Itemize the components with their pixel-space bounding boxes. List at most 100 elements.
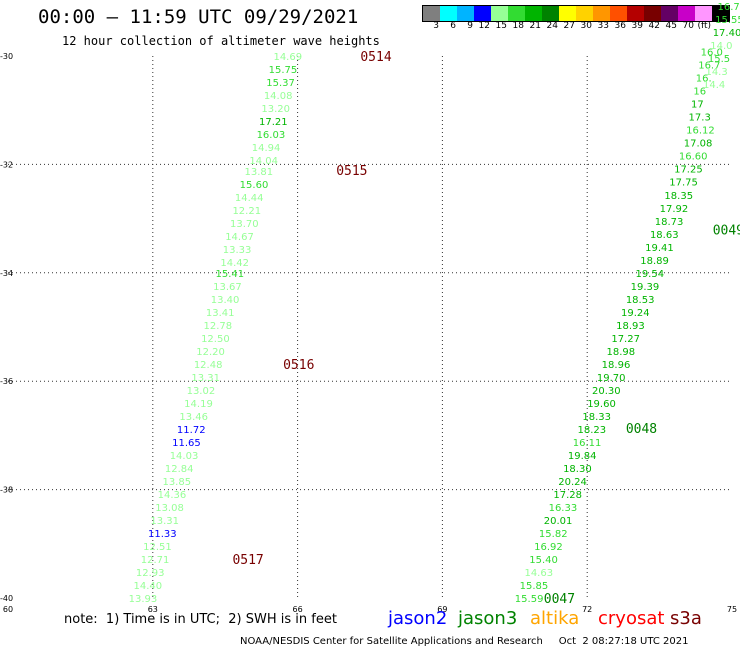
wave-height-value: 13.81 bbox=[245, 167, 274, 178]
wave-height-value: 13.31 bbox=[191, 373, 220, 384]
pass-time-label: 0049 bbox=[713, 223, 740, 238]
wave-height-value: 13.46 bbox=[179, 412, 208, 423]
colorbar-swatch bbox=[440, 6, 457, 21]
wave-height-value: 19.41 bbox=[645, 243, 674, 254]
x-tick-label: 66 bbox=[293, 605, 303, 614]
wave-height-value: 12.21 bbox=[232, 206, 261, 217]
colorbar-swatch bbox=[627, 6, 644, 21]
wave-height-value: 18.23 bbox=[578, 425, 607, 436]
wave-height-value: 18.73 bbox=[655, 217, 684, 228]
wave-height-value: 14.69 bbox=[273, 52, 302, 63]
wave-height-value: 12.51 bbox=[143, 542, 172, 553]
wave-height-value: 12.78 bbox=[203, 321, 232, 332]
y-tick-label: -40 bbox=[0, 594, 13, 603]
colorbar-label: 27 bbox=[563, 21, 575, 31]
wave-height-value: 20.30 bbox=[592, 386, 621, 397]
wave-height-value: 15.55 bbox=[715, 15, 740, 26]
satellite-cryosat: cryosat bbox=[598, 608, 665, 629]
pass-time-label: 0516 bbox=[283, 358, 314, 373]
x-tick-label: 60 bbox=[3, 605, 13, 614]
wave-height-value: 15.37 bbox=[266, 78, 295, 89]
y-tick-label: -38 bbox=[0, 486, 13, 495]
wave-height-value: 13.31 bbox=[150, 516, 179, 527]
colorbar-label: (ft) bbox=[697, 21, 711, 31]
wave-height-value: 17.28 bbox=[553, 490, 582, 501]
colorbar-label: 6 bbox=[450, 21, 456, 31]
wave-height-value: 12.93 bbox=[136, 568, 165, 579]
wave-height-value: 12.20 bbox=[196, 347, 225, 358]
wave-height-value: 19.24 bbox=[621, 308, 650, 319]
colorbar-swatch bbox=[559, 6, 576, 21]
wave-height-value: 19.70 bbox=[597, 373, 626, 384]
colorbar-label: 3 bbox=[433, 21, 439, 31]
wave-height-value: 18.63 bbox=[650, 230, 679, 241]
wave-height-value: 14.4 bbox=[703, 80, 725, 91]
wave-height-value: 14.19 bbox=[184, 399, 213, 410]
satellite-s3a: s3a bbox=[670, 608, 702, 629]
colorbar-swatch bbox=[508, 6, 525, 21]
colorbar-labels: 3 6 9 12 15 18 21 24 27 30 33 36 39 42 45 70 (ft) bbox=[422, 21, 728, 31]
wave-height-value: 18.93 bbox=[616, 321, 645, 332]
wave-height-value: 19.60 bbox=[587, 399, 616, 410]
wave-height-value: 16. bbox=[696, 74, 712, 85]
wave-height-value: 15.60 bbox=[240, 180, 269, 191]
pass-time-label: 0047 bbox=[544, 592, 575, 607]
wave-height-value: 18.98 bbox=[607, 347, 636, 358]
wave-height-value: 13.02 bbox=[187, 386, 216, 397]
wave-height-value: 16.0 bbox=[701, 48, 723, 59]
colorbar-swatch bbox=[457, 6, 474, 21]
wave-height-value: 14.03 bbox=[170, 451, 199, 462]
wave-height-value: 15.40 bbox=[529, 555, 558, 566]
footnote: note: 1) Time is in UTC; 2) SWH is in fe… bbox=[64, 612, 337, 627]
wave-height-value: 17.3 bbox=[689, 113, 711, 124]
pass-time-label: 0048 bbox=[626, 422, 657, 437]
colorbar-swatch bbox=[491, 6, 508, 21]
wave-height-value: 13.08 bbox=[155, 503, 184, 514]
colorbar-label: 18 bbox=[512, 21, 524, 31]
wave-height-value: 16.92 bbox=[534, 542, 563, 553]
colorbar-label: 15 bbox=[495, 21, 507, 31]
wave-height-value: 14.36 bbox=[158, 490, 187, 501]
satellite-jason3: jason3 bbox=[458, 608, 518, 629]
wave-height-value: 11.65 bbox=[172, 438, 201, 449]
wave-height-value: 14.04 bbox=[249, 156, 278, 167]
wave-height-value: 13.70 bbox=[230, 219, 259, 230]
y-tick-label: -30 bbox=[0, 52, 13, 61]
wave-height-value: 18.89 bbox=[640, 256, 669, 267]
colorbar-label: 12 bbox=[478, 21, 490, 31]
satellite-jason2: jason2 bbox=[388, 608, 448, 629]
colorbar-swatch bbox=[695, 6, 712, 21]
wave-height-value: 17.25 bbox=[674, 165, 703, 176]
wave-height-value: 11.72 bbox=[177, 425, 206, 436]
wave-height-value: 17.27 bbox=[611, 334, 640, 345]
wave-height-value: 19.54 bbox=[635, 269, 664, 280]
wave-height-value: 17.40 bbox=[713, 28, 740, 39]
wave-height-value: 11.33 bbox=[148, 529, 177, 540]
colorbar-label: 42 bbox=[648, 21, 660, 31]
wave-height-value: 15.5 bbox=[708, 54, 730, 65]
satellite-altika: altika bbox=[530, 608, 580, 629]
pass-time-label: 0514 bbox=[360, 50, 391, 65]
colorbar-swatch bbox=[593, 6, 610, 21]
colorbar-label: 24 bbox=[546, 21, 558, 31]
colorbar-swatch bbox=[712, 6, 729, 21]
y-tick-label: -36 bbox=[0, 377, 13, 386]
wave-height-value: 13.40 bbox=[211, 295, 240, 306]
colorbar-swatch bbox=[576, 6, 593, 21]
wave-height-value: 14.40 bbox=[133, 581, 162, 592]
wave-height-value: 18.53 bbox=[626, 295, 655, 306]
wave-height-value: 18.33 bbox=[582, 412, 611, 423]
wave-height-value: 15.82 bbox=[539, 529, 568, 540]
wave-height-value: 16.03 bbox=[257, 130, 286, 141]
credit-line: NOAA/NESDIS Center for Satellite Applica… bbox=[240, 636, 689, 647]
colorbar-swatch bbox=[423, 6, 440, 21]
wave-height-value: 17.75 bbox=[669, 178, 698, 189]
wave-height-value: 12.71 bbox=[141, 555, 170, 566]
wave-height-value: 13.41 bbox=[206, 308, 235, 319]
wave-height-value: 16.33 bbox=[549, 503, 578, 514]
x-tick-label: 72 bbox=[582, 605, 592, 614]
wave-height-value: 12.50 bbox=[201, 334, 230, 345]
pass-time-label: 0517 bbox=[232, 553, 263, 568]
wave-height-value: 16.11 bbox=[573, 438, 602, 449]
